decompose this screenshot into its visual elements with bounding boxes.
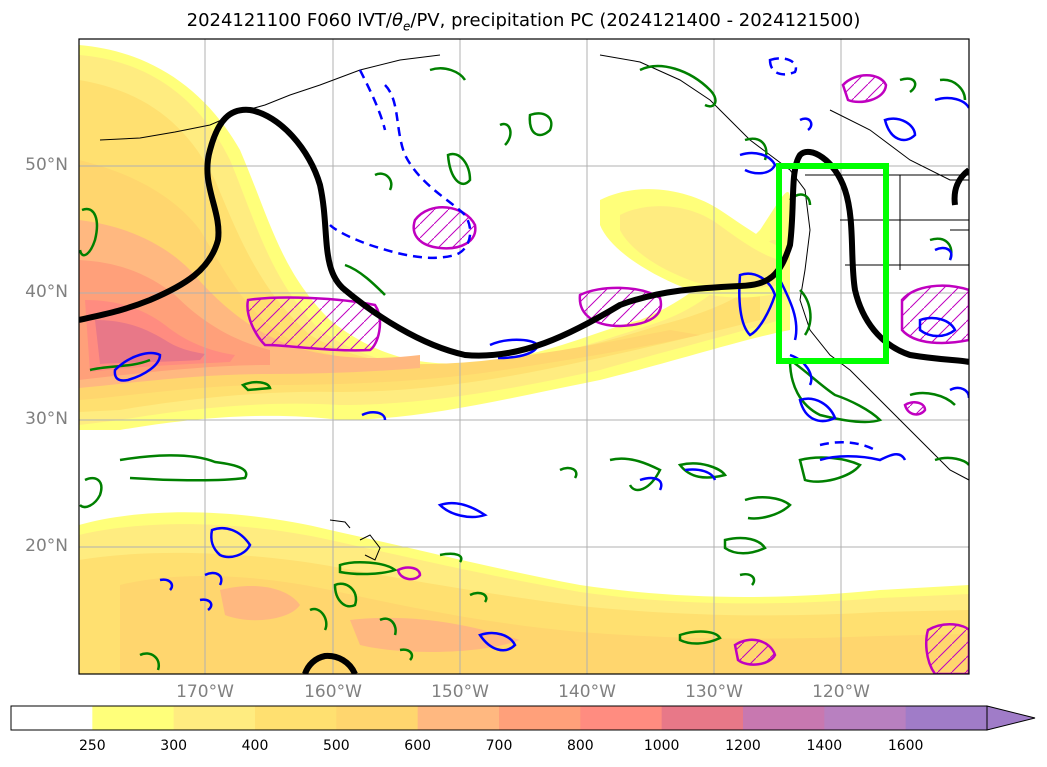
- colorbar-tick-label: 250: [78, 738, 106, 754]
- colorbar-frame: [10, 705, 988, 731]
- lon-label-140w: 140°W: [558, 682, 616, 702]
- colorbar-cell: [173, 706, 256, 730]
- lon-label-130w: 130°W: [685, 682, 743, 702]
- colorbar-tick-label: 300: [160, 738, 188, 754]
- lat-label-50n: 50°N: [25, 155, 68, 175]
- lat-label-20n: 20°N: [25, 536, 68, 556]
- lon-label-170w: 170°W: [176, 682, 234, 702]
- colorbar-tick-label: 1400: [806, 738, 843, 754]
- colorbar-extend-arrow: [986, 705, 1036, 731]
- colorbar-cell: [417, 706, 500, 730]
- lon-label-160w: 160°W: [304, 682, 362, 702]
- green-contours: [79, 64, 969, 671]
- colorbar-cell: [905, 706, 988, 730]
- title-suffix: /PV, precipitation PC (2024121400 - 2024…: [410, 10, 861, 31]
- colorbar-cell: [11, 706, 93, 730]
- lat-label-40n: 40°N: [25, 282, 68, 302]
- pv-contour: [79, 106, 969, 674]
- hatched-contours: [246, 74, 969, 674]
- colorbar: [10, 705, 1036, 731]
- colorbar-tick-label: 500: [322, 738, 350, 754]
- colorbar-tick-label: 1200: [725, 738, 761, 754]
- colorbar-cell: [92, 706, 175, 730]
- colorbar-tick-label: 1000: [643, 738, 680, 754]
- blue-dashed-contours: [329, 57, 876, 452]
- colorbar-cell: [255, 706, 337, 730]
- blue-contours: [113, 96, 969, 652]
- title-theta-sub: e: [403, 19, 411, 34]
- colorbar-cell: [824, 706, 907, 730]
- map-plot-area: [79, 39, 969, 674]
- colorbar-cell: [580, 706, 663, 730]
- colorbar-tick-label: 800: [566, 738, 594, 754]
- lon-label-120w: 120°W: [812, 682, 870, 702]
- colorbar-cell: [661, 706, 744, 730]
- map-frame: [78, 38, 970, 675]
- lon-label-150w: 150°W: [431, 682, 489, 702]
- colorbar-tick-label: 1600: [887, 738, 924, 754]
- title-theta: θ: [391, 10, 403, 31]
- colorbar-cell: [336, 706, 419, 730]
- colorbar-tick-label: 600: [404, 738, 432, 754]
- colorbar-cell: [499, 706, 581, 730]
- title-prefix: 2024121100 F060 IVT/: [186, 10, 392, 31]
- lat-label-30n: 30°N: [25, 409, 68, 429]
- colorbar-cell: [743, 706, 825, 730]
- colorbar-tick-label: 700: [485, 738, 513, 754]
- region-box: [776, 163, 889, 364]
- figure-title: 2024121100 F060 IVT/θe/PV, precipitation…: [0, 10, 1047, 34]
- colorbar-tick-label: 400: [241, 738, 269, 754]
